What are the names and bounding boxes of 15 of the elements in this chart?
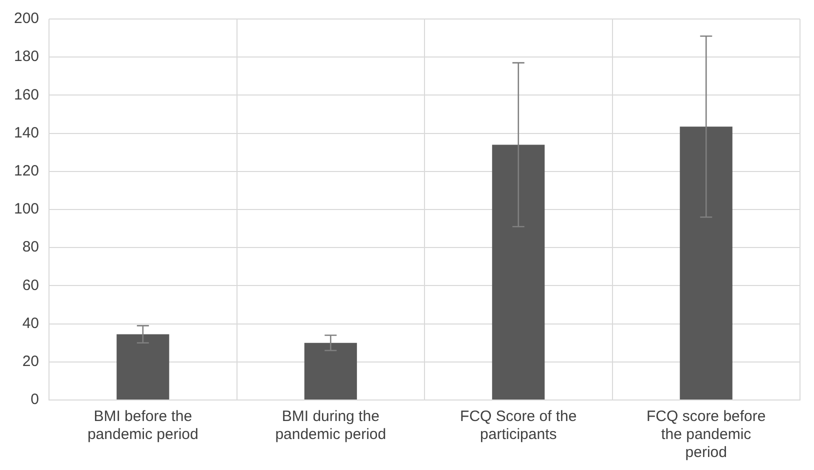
x-tick-label: FCQ score before the pandemic period	[646, 408, 766, 462]
y-tick-label: 140	[14, 124, 40, 142]
y-tick-label: 200	[14, 10, 40, 28]
x-tick-label: BMI during the pandemic period	[275, 408, 386, 444]
x-tick-label: FCQ Score of the participants	[460, 408, 577, 444]
y-tick-label: 120	[14, 162, 40, 180]
y-tick-label: 20	[22, 353, 40, 370]
y-tick-label: 100	[14, 200, 40, 218]
y-tick-label: 60	[22, 276, 40, 294]
y-tick-label: 40	[22, 314, 40, 332]
y-tick-label: 0	[30, 391, 40, 408]
y-tick-label: 160	[14, 86, 40, 104]
y-tick-label: 180	[14, 48, 40, 66]
x-tick-label: BMI before the pandemic period	[87, 408, 198, 444]
y-tick-label: 80	[22, 238, 40, 256]
